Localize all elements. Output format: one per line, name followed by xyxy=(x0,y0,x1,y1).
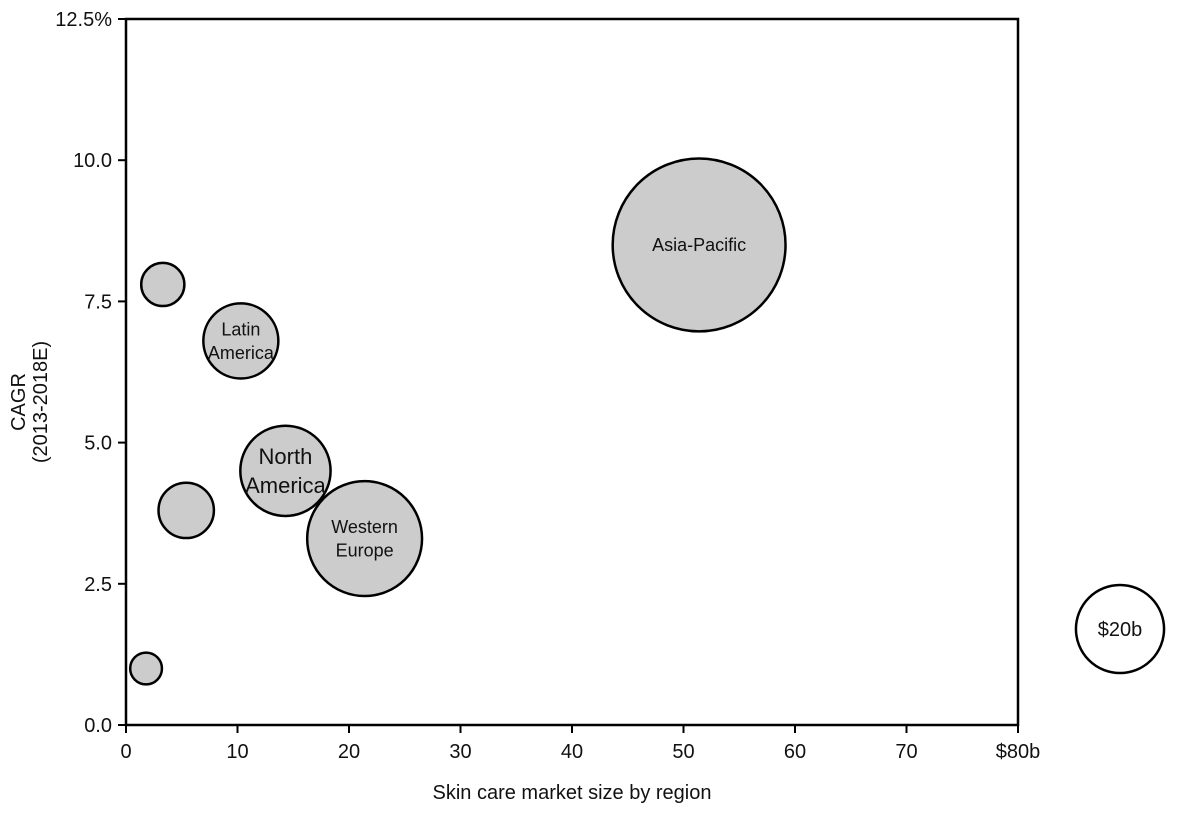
size-legend: $20b xyxy=(1074,583,1166,675)
x-axis-label: Skin care market size by region xyxy=(432,782,711,804)
bubble-0 xyxy=(128,651,164,686)
size-legend-label: $20b xyxy=(1098,619,1143,641)
x-tick-label-7: 70 xyxy=(895,741,917,763)
x-tick-label-8: $80b xyxy=(996,741,1041,763)
y-axis-label: CAGR(2013-2018E) xyxy=(8,341,52,463)
x-tick-label-5: 50 xyxy=(672,741,694,763)
bubble-label-4: North America xyxy=(245,444,326,498)
axes-layer: 0 10 20 30 40 50 60 70 $80b 0.0 2.5 5.0 7.5 10.0 12.5%… xyxy=(8,9,1040,804)
bubble-5 xyxy=(305,479,424,598)
bubble-label-5: Western Europe xyxy=(331,517,398,560)
x-tick-label-1: 10 xyxy=(226,741,248,763)
y-tick-label-4: 10.0 xyxy=(73,150,112,172)
y-tick-label-0: 0.0 xyxy=(84,715,112,737)
x-tick-label-6: 60 xyxy=(784,741,806,763)
y-tick-label-1: 2.5 xyxy=(84,574,112,596)
bubble-3 xyxy=(202,302,280,380)
bubble-label-3: Latin America xyxy=(208,320,275,363)
x-tick-label-3: 30 xyxy=(449,741,471,763)
y-tick-label-2: 5.0 xyxy=(84,433,112,455)
bubbles-layer xyxy=(128,157,787,686)
bubble-6 xyxy=(611,157,787,333)
bubble-label-6: Asia-Pacific xyxy=(652,235,746,255)
x-tick-label-2: 20 xyxy=(338,741,360,763)
y-tick-label-5: 12.5% xyxy=(55,9,112,31)
bubble-2 xyxy=(157,481,216,540)
x-tick-label-0: 0 xyxy=(120,741,131,763)
y-tick-label-3: 7.5 xyxy=(84,291,112,313)
size-legend-bubble xyxy=(1074,583,1166,675)
x-tick-label-4: 40 xyxy=(561,741,583,763)
bubble-4 xyxy=(239,424,332,518)
bubble-1 xyxy=(139,261,186,308)
